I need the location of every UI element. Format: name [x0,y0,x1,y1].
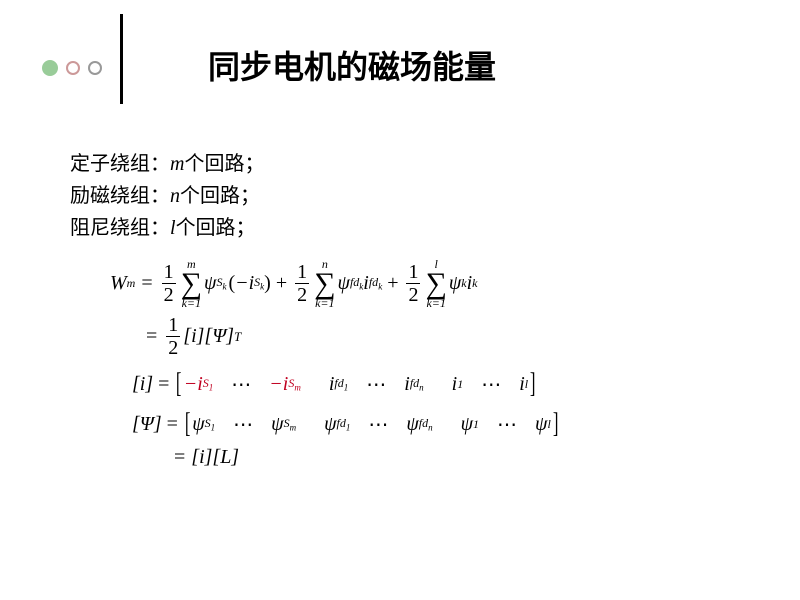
bullet-2 [66,61,80,75]
eq-sign-4: = [167,413,178,436]
sum3-bot: k=1 [426,297,445,309]
bullet-3 [88,61,102,75]
neg-i-s1: −i [184,373,203,396]
psi-fdn-fd: fd [419,416,428,430]
eq-row-3: [i] = [ −iS1 ⋯ −iSm ifd1 ⋯ ifdn i1 ⋯ il … [132,368,560,400]
i-l-sub: l [525,377,528,392]
dots-p3: ⋯ [497,412,517,437]
i-k-sub: k [472,276,477,291]
half-2: 1 2 [295,262,309,305]
definitions-block: 定子绕组：m个回路； 励磁绕组：n个回路； 阻尼绕组：l个回路； [70,148,264,244]
psi-vec: [Ψ] [204,325,234,348]
i-fdk-k: k [378,282,382,292]
eq-row-4: [Ψ] = [ ψS1 ⋯ ψSm ψfd1 ⋯ ψfdn ψ1 ⋯ ψl ] [132,408,560,440]
psi-s1-1: 1 [211,422,216,432]
neg-i-sk: −i [235,272,254,295]
half1-den: 2 [162,285,176,305]
psi-fdk: ψ [338,272,350,295]
i-fdk-fd: fd [369,275,378,289]
wm-W: W [110,272,127,295]
dots-i3: ⋯ [481,372,501,397]
line3-post: 个回路； [176,217,256,239]
dots-p1: ⋯ [233,412,253,437]
psi-fd1-1: 1 [346,422,351,432]
i-1-sub: 1 [457,377,463,392]
half2-den: 2 [295,285,309,305]
i-fd1-fd: fd [334,376,343,390]
lbracket-i: [ [176,368,182,400]
half3-den: 2 [406,285,420,305]
eq-row-2: = 1 2 [i][Ψ]T [146,315,560,358]
psi-1-sub: 1 [473,417,479,432]
eq-row-1: Wm = 1 2 m ∑ k=1 ψSk (−iSk) + 1 2 n ∑ k=… [110,258,560,309]
psi-fdn: ψ [406,413,418,436]
psi-sm-m: m [290,422,297,432]
half4-num: 1 [166,315,180,335]
neg-i-sm-m: m [294,382,301,392]
wm-sub: m [127,276,136,291]
dots-i1: ⋯ [231,372,251,397]
sum2-bot: k=1 [315,297,334,309]
transpose: T [234,329,241,345]
line1-var: m [170,153,184,175]
eq-sign-1: = [141,272,152,295]
rbracket-psi: ] [553,408,559,440]
i-fdn-fd: fd [410,376,419,390]
neg-i-s1-1: 1 [209,382,214,392]
eq-sign-2: = [146,325,157,348]
plus-2: + [387,272,398,295]
half1-num: 1 [162,262,176,282]
psi-fd1-fd: fd [337,416,346,430]
i-fdn-n: n [419,382,424,392]
line2-var: n [170,185,180,207]
line1-post: 个回路； [184,153,264,175]
vertical-divider [120,14,123,104]
line1-pre: 定子绕组： [70,153,170,175]
sum-2: n ∑ k=1 [314,258,335,309]
i-vec-lhs: [i] [132,373,153,396]
psi-vec-lhs: [Ψ] [132,413,162,436]
eq-row-5: = [i][L] [174,446,560,469]
plus-1: + [276,272,287,295]
i-fd1-1: 1 [344,382,349,392]
rbracket-i: ] [530,368,536,400]
page-title: 同步电机的磁场能量 [208,42,496,88]
half3-num: 1 [406,262,420,282]
psi-fdk-fd: fd [350,275,359,289]
neg-i-sm: −i [269,373,288,396]
half2-num: 1 [295,262,309,282]
header-bullets [42,60,102,76]
line2-post: 个回路； [180,185,260,207]
psi-sk-k: k [222,282,226,292]
psi-fd1: ψ [324,413,336,436]
equations-block: Wm = 1 2 m ∑ k=1 ψSk (−iSk) + 1 2 n ∑ k=… [110,258,560,475]
sum-3: l ∑ k=1 [425,258,446,309]
eq-sign-5: = [174,446,185,469]
line2-pre: 励磁绕组： [70,185,170,207]
i-vec: [i] [183,325,204,348]
sum-1: m ∑ k=1 [181,258,202,309]
psi-l-sub: l [547,417,550,432]
dots-p2: ⋯ [368,412,388,437]
half-3: 1 2 [406,262,420,305]
psi-1: ψ [461,413,473,436]
half4-den: 2 [166,338,180,358]
bullet-1 [42,60,58,76]
psi-k: ψ [449,272,461,295]
sum1-bot: k=1 [182,297,201,309]
psi-s1: ψ [192,413,204,436]
i-L: [i][L] [191,446,239,469]
eq-sign-3: = [158,373,169,396]
psi-sk: ψ [204,272,216,295]
half-1: 1 2 [162,262,176,305]
lbracket-psi: [ [185,408,191,440]
line3-pre: 阻尼绕组： [70,217,170,239]
psi-l: ψ [535,413,547,436]
half-4: 1 2 [166,315,180,358]
psi-fdn-n: n [428,422,433,432]
dots-i2: ⋯ [366,372,386,397]
psi-sm: ψ [271,413,283,436]
